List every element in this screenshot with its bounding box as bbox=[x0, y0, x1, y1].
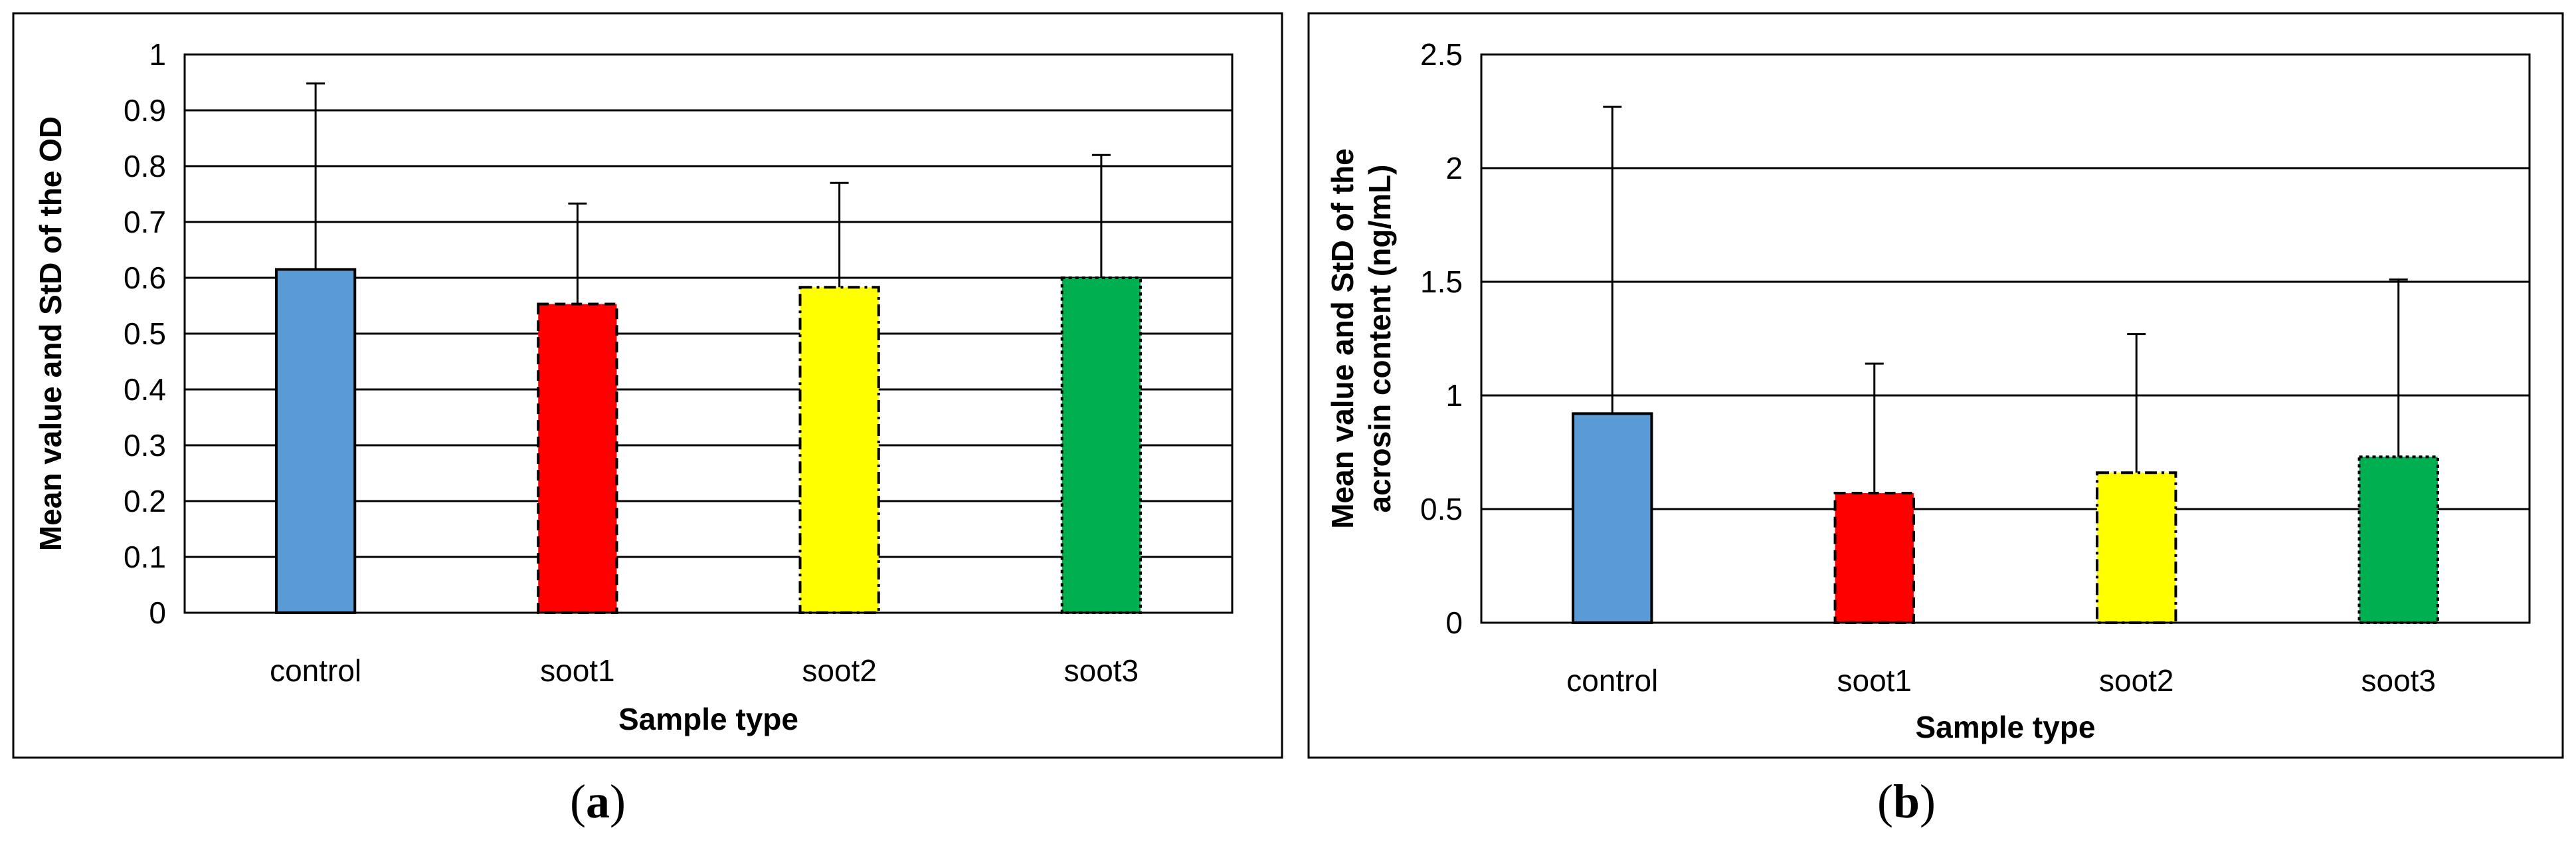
chart-b-y-tick-labels: 0 0.5 1 1.5 2 2.5 bbox=[1420, 37, 1463, 640]
chart-a-error-bars bbox=[306, 82, 1111, 304]
chart-b-y-axis-label: Mean value and StD of theacrosin content… bbox=[1325, 148, 1397, 529]
chart-b-y-axis-label-line: Mean value and StD of the bbox=[1325, 148, 1360, 529]
chart-b-plot-area bbox=[1480, 53, 2531, 624]
chart-a-bar-soot2 bbox=[798, 286, 880, 614]
chart-b-y-axis-label-line: acrosin content (ng/mL) bbox=[1362, 165, 1397, 513]
chart-b-bar-soot3 bbox=[2357, 455, 2439, 625]
chart-b-y-tick-label: 2 bbox=[1445, 151, 1463, 185]
chart-a-y-tick-label: 0.2 bbox=[124, 484, 166, 518]
chart-a-y-tick-label: 0.6 bbox=[124, 261, 166, 295]
chart-b-bar-control bbox=[1572, 412, 1653, 624]
chart-b-bar-soot1 bbox=[1833, 492, 1915, 624]
chart-a-x-tick-labels: control soot1 soot2 soot3 bbox=[270, 653, 1139, 688]
chart-a-y-tick-label: 0.1 bbox=[124, 540, 166, 574]
chart-b-y-tick-label: 0.5 bbox=[1420, 492, 1463, 526]
panel-label-a: (a) bbox=[570, 775, 626, 828]
chart-a-y-tick-label: 0 bbox=[149, 595, 166, 630]
chart-b-y-tick-label: 0 bbox=[1445, 605, 1463, 640]
chart-b-bar-soot2 bbox=[2096, 471, 2177, 625]
chart-b-x-tick-label: soot3 bbox=[2361, 663, 2436, 698]
chart-b-y-tick-label: 2.5 bbox=[1420, 37, 1463, 72]
chart-b-frame bbox=[1307, 12, 2564, 759]
chart-b-x-tick-label: control bbox=[1566, 663, 1658, 698]
chart-b-y-tick-label: 1.5 bbox=[1420, 265, 1463, 299]
chart-a-y-tick-label: 1 bbox=[149, 37, 166, 72]
chart-a-y-tick-label: 0.5 bbox=[124, 316, 166, 351]
chart-a-y-tick-label: 0.3 bbox=[124, 428, 166, 463]
chart-b-x-tick-label: soot2 bbox=[2099, 663, 2174, 698]
chart-a-y-axis-label: Mean value and StD of the OD bbox=[33, 116, 68, 551]
chart-a-x-tick-label: soot3 bbox=[1064, 653, 1139, 688]
chart-a-y-tick-label: 0.7 bbox=[124, 205, 166, 239]
chart-a-x-axis-label: Sample type bbox=[618, 702, 798, 736]
chart-a-x-tick-label: soot2 bbox=[802, 653, 877, 688]
chart-b-y-tick-label: 1 bbox=[1445, 378, 1463, 413]
panel-label-b: (b) bbox=[1877, 775, 1936, 828]
chart-a-bars bbox=[274, 268, 1143, 614]
chart-b-x-tick-label: soot1 bbox=[1837, 663, 1912, 698]
chart-a: 0 0.1 0.2 0.3 0.4 0.5 0.6 0.7 0.8 0.9 1 control soo… bbox=[12, 12, 1283, 759]
chart-b-error-bars bbox=[1603, 106, 2408, 494]
chart-b-bars bbox=[1572, 412, 2439, 625]
chart-a-x-tick-label: control bbox=[270, 653, 361, 688]
chart-b: 0 0.5 1 1.5 2 2.5 control soot1 soot2 soot3 Samp… bbox=[1307, 12, 2564, 759]
chart-a-y-tick-label: 0.9 bbox=[124, 93, 166, 128]
chart-a-bar-soot3 bbox=[1060, 276, 1143, 614]
chart-a-y-tick-label: 0.8 bbox=[124, 149, 166, 183]
chart-a-y-tick-labels: 0 0.1 0.2 0.3 0.4 0.5 0.6 0.7 0.8 0.9 1 bbox=[124, 37, 166, 630]
chart-a-x-tick-label: soot1 bbox=[540, 653, 615, 688]
chart-b-x-tick-labels: control soot1 soot2 soot3 bbox=[1566, 663, 2436, 698]
chart-a-y-tick-label: 0.4 bbox=[124, 372, 166, 407]
chart-b-x-axis-label: Sample type bbox=[1916, 710, 2096, 744]
chart-a-plot-area bbox=[183, 53, 1234, 614]
chart-a-bar-control bbox=[274, 268, 357, 614]
chart-a-bar-soot1 bbox=[537, 302, 618, 614]
